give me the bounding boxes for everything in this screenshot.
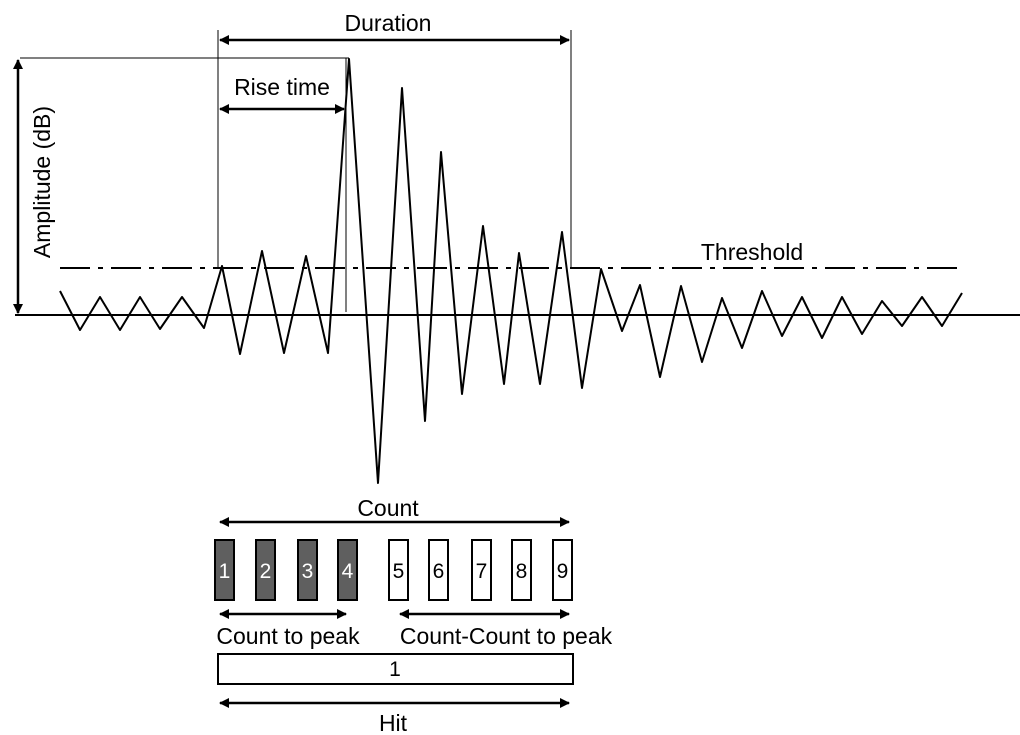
count-box-label: 4	[342, 560, 354, 583]
count-count-to-peak-label: Count-Count to peak	[400, 623, 613, 649]
hit-box-label: 1	[389, 658, 401, 681]
count-box-5	[388, 539, 409, 601]
count-box-label: 5	[393, 560, 405, 583]
count-box-1	[214, 539, 235, 601]
hit-box	[217, 653, 574, 685]
count-box-9	[552, 539, 573, 601]
amplitude-label: Amplitude (dB)	[29, 106, 55, 258]
count-box-label: 3	[302, 560, 314, 583]
threshold-label: Threshold	[701, 239, 803, 265]
count-box-label: 2	[260, 560, 272, 583]
count-box-8	[511, 539, 532, 601]
count-box-6	[428, 539, 449, 601]
rise-time-label: Rise time	[234, 74, 330, 100]
duration-label: Duration	[345, 10, 432, 36]
count-box-4	[337, 539, 358, 601]
count-box-label: 7	[476, 560, 488, 583]
count-box-label: 8	[516, 560, 528, 583]
hit-label: Hit	[379, 710, 408, 735]
count-box-2	[255, 539, 276, 601]
count-label: Count	[357, 495, 419, 521]
waveform-signal	[59, 58, 963, 484]
count-box-label: 9	[557, 560, 569, 583]
count-box-7	[471, 539, 492, 601]
count-boxes: 1 2 3 4 5 6 7 8 9	[214, 539, 573, 601]
count-box-3	[297, 539, 318, 601]
count-box-label: 6	[433, 560, 445, 583]
count-to-peak-label: Count to peak	[216, 623, 360, 649]
count-box-label: 1	[219, 560, 231, 583]
